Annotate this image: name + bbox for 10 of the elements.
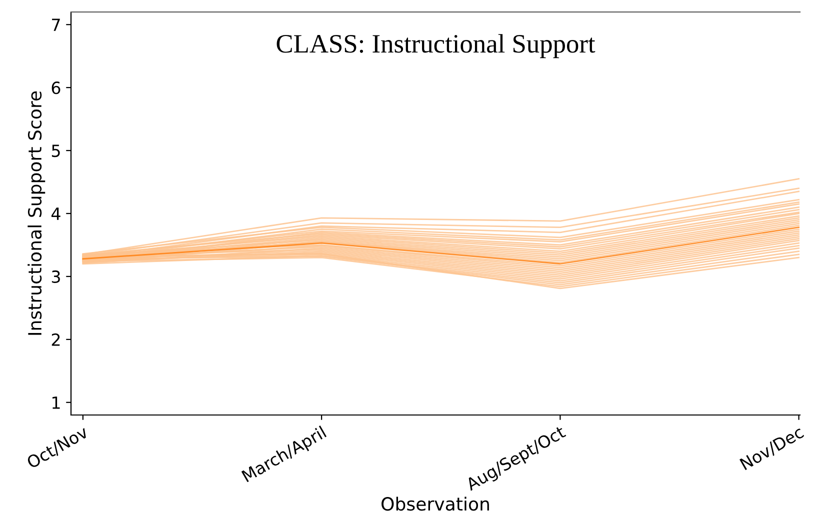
y-tick-label: 4 [51,208,60,220]
y-tick-label: 2 [52,333,60,346]
y-tick-label: 7 [52,18,60,31]
y-tick-label: 6 [52,82,60,94]
y-axis-title: Instructional Support Score [28,91,46,335]
text: CLASS: Instructional Support [276,34,596,58]
y-tick-label: 5 [52,144,60,158]
y-tick-label: 3 [52,270,60,284]
y-tick-label: 1 [52,396,60,409]
x-axis-title: Observation [382,496,489,511]
